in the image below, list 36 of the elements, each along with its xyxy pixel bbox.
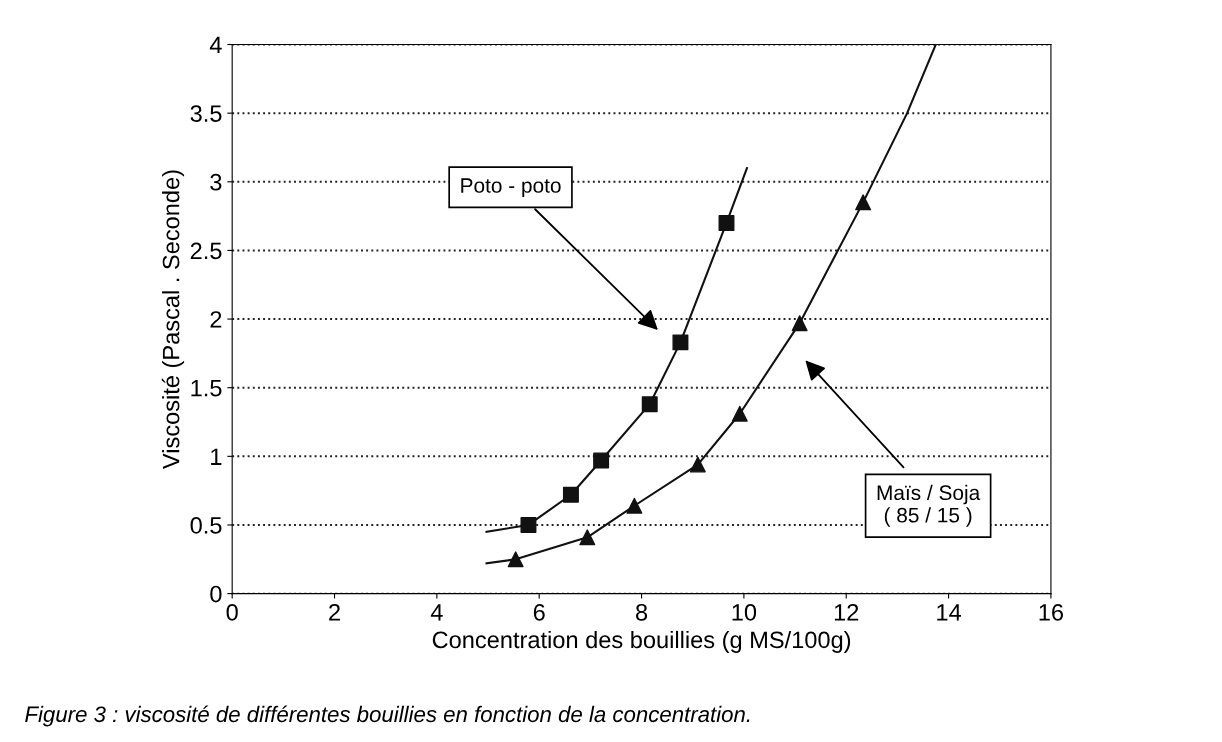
y-tick-label: 0.5 (190, 517, 222, 534)
point (507, 551, 524, 568)
annotation: Maïs / Soja ( 85 / 15 ) (877, 484, 981, 527)
point (579, 529, 596, 546)
y-tick-label: 3.5 (190, 105, 222, 122)
y-tick-label: 1.5 (191, 380, 222, 397)
x-tick-label: 0 (226, 603, 238, 621)
annotation: Poto - poto (461, 178, 561, 197)
x-axis-title: Concentration des bouillies (g MS/100g) (432, 630, 851, 653)
x-tick-label: 8 (636, 603, 648, 621)
x-tick-label: 4 (430, 604, 443, 621)
y-axis-title: Viscosité (Pascal . Seconde) (161, 170, 185, 470)
y-tick-label: 3 (210, 173, 222, 191)
x-tick-label: 10 (732, 603, 757, 621)
point (641, 396, 658, 413)
y-tick-label: 0 (210, 585, 222, 603)
point (855, 194, 872, 211)
point (593, 452, 610, 469)
y-tick-label: 4 (209, 36, 222, 54)
point (626, 497, 643, 514)
x-tick-label: 14 (937, 604, 962, 621)
y-tick-label: 1 (211, 448, 222, 465)
x-tick-label: 2 (329, 603, 340, 621)
point (562, 486, 579, 503)
x-tick-label: 16 (1039, 603, 1064, 621)
y-tick-label: 2 (210, 311, 222, 328)
point (791, 315, 808, 332)
point (689, 456, 706, 473)
point (672, 334, 689, 351)
x-tick-label: 12 (834, 603, 859, 621)
point (731, 405, 748, 422)
y-tick-label: 2.5 (190, 242, 222, 260)
point (718, 214, 735, 231)
point (520, 516, 537, 533)
x-tick-label: 6 (533, 603, 545, 621)
caption: Figure 3 : viscosité de différentes bouillies en fonction de la concentration. (25, 705, 750, 727)
